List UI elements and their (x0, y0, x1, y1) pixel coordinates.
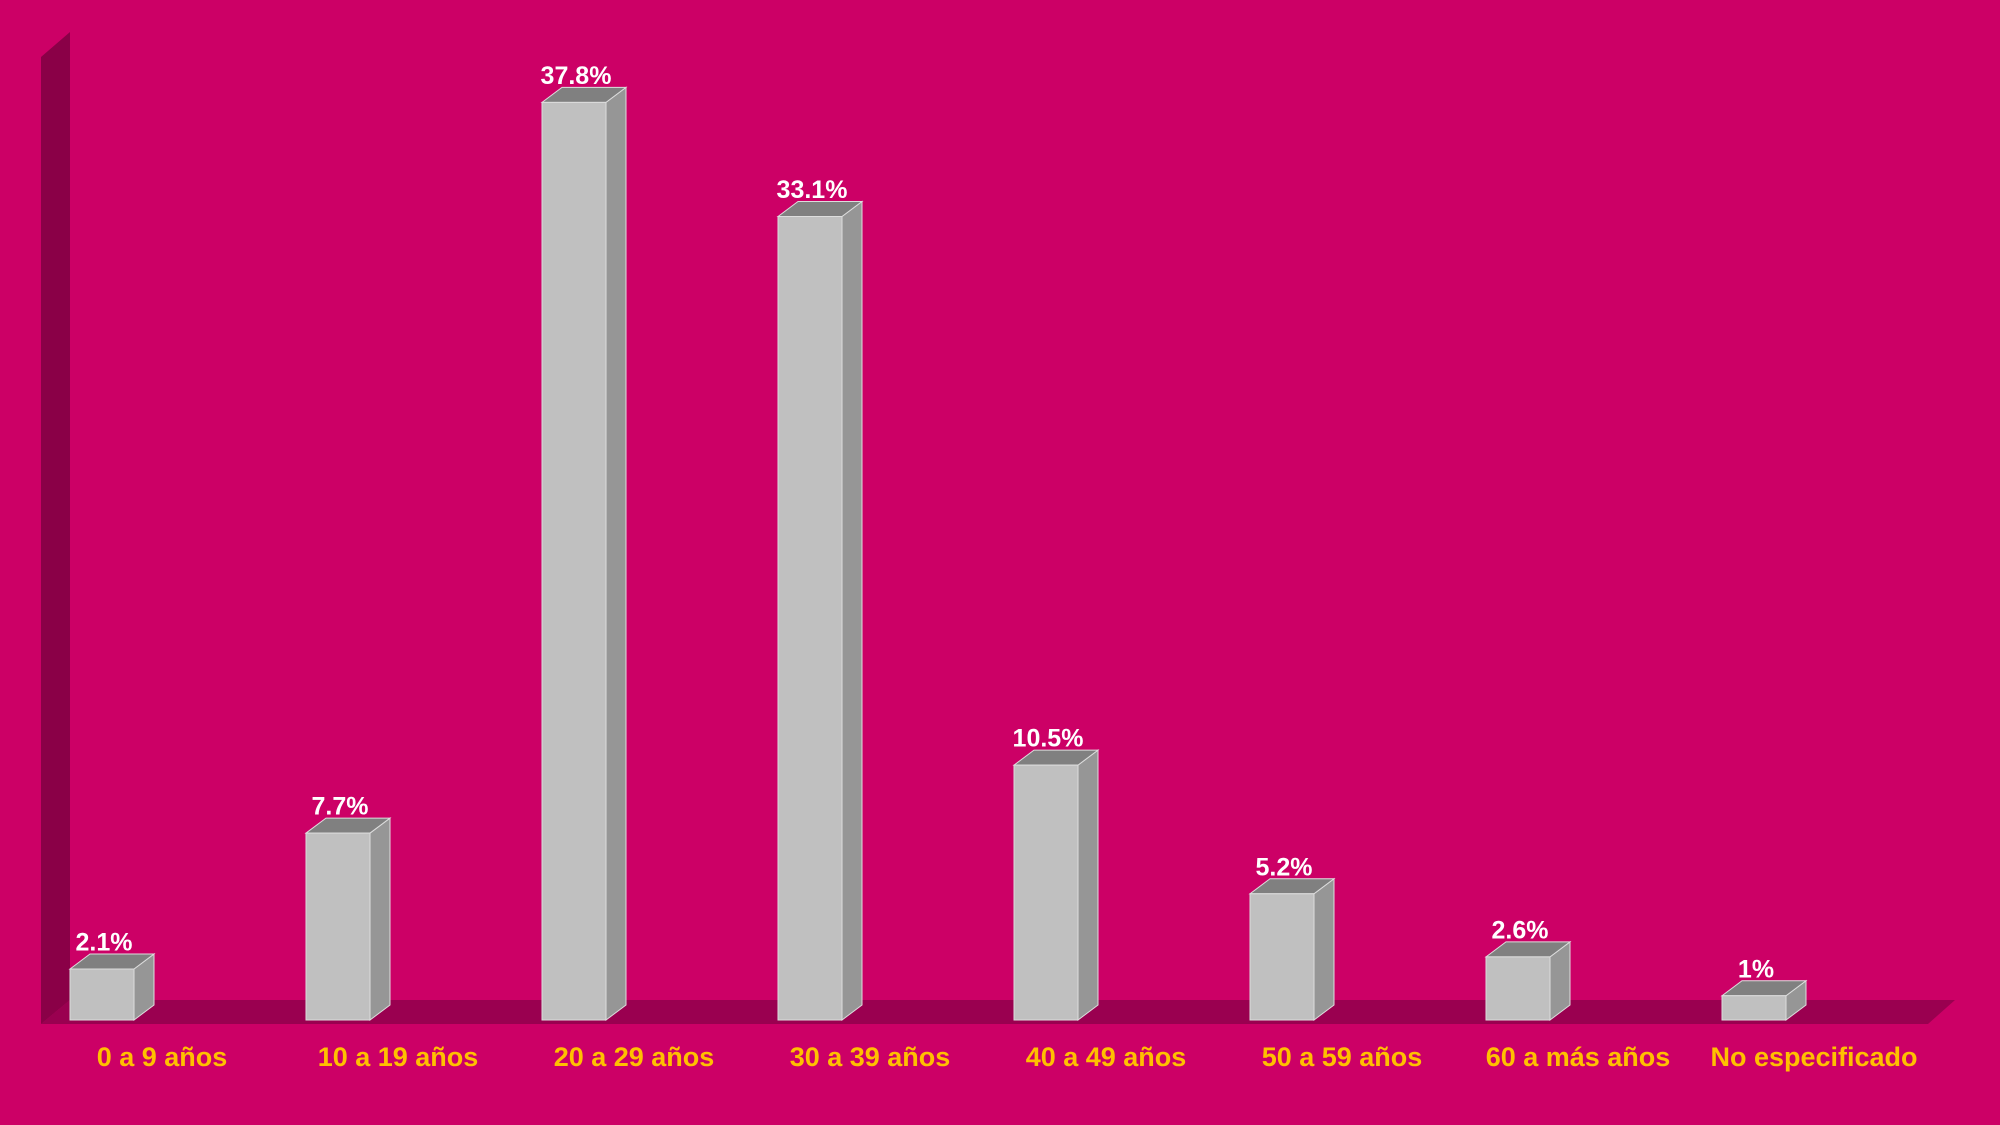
bar (68, 953, 156, 1021)
x-tick-label: 0 a 9 años (97, 1042, 228, 1072)
bar-front (69, 968, 135, 1021)
bar (1484, 940, 1572, 1021)
bar-front (1013, 764, 1079, 1021)
back-wall (41, 32, 70, 1024)
x-tick-label: 20 a 29 años (554, 1042, 715, 1072)
bar-front (1249, 893, 1315, 1021)
x-tick-label: No especificado (1710, 1042, 1917, 1072)
bar-side (1077, 749, 1099, 1021)
x-tick-label: 30 a 39 años (790, 1042, 951, 1072)
data-label: 7.7% (312, 793, 369, 821)
floor (41, 1000, 1955, 1024)
bar (540, 86, 628, 1021)
bar-side (369, 817, 391, 1021)
bar-front (305, 832, 371, 1021)
bar (1012, 749, 1100, 1021)
x-tick-label: 40 a 49 años (1026, 1042, 1187, 1072)
bar-front (1485, 956, 1551, 1021)
bar-side (841, 200, 863, 1021)
x-tick-label: 60 a más años (1486, 1042, 1671, 1072)
bar-front (777, 215, 843, 1021)
data-label: 2.1% (76, 929, 133, 957)
x-tick-label: 10 a 19 años (318, 1042, 479, 1072)
bar (1248, 877, 1336, 1021)
data-label: 37.8% (541, 62, 612, 90)
data-label: 2.6% (1492, 916, 1549, 944)
bar-front (1721, 995, 1787, 1021)
bar (776, 200, 864, 1021)
data-label: 1% (1738, 955, 1774, 983)
data-label: 10.5% (1013, 725, 1084, 753)
x-tick-label: 50 a 59 años (1262, 1042, 1423, 1072)
bar-side (605, 86, 627, 1021)
data-label: 33.1% (777, 176, 848, 204)
data-label: 5.2% (1256, 853, 1313, 881)
bar-front (541, 101, 607, 1021)
bar (304, 817, 392, 1021)
bar (1720, 979, 1808, 1021)
bar-side (1313, 877, 1335, 1021)
